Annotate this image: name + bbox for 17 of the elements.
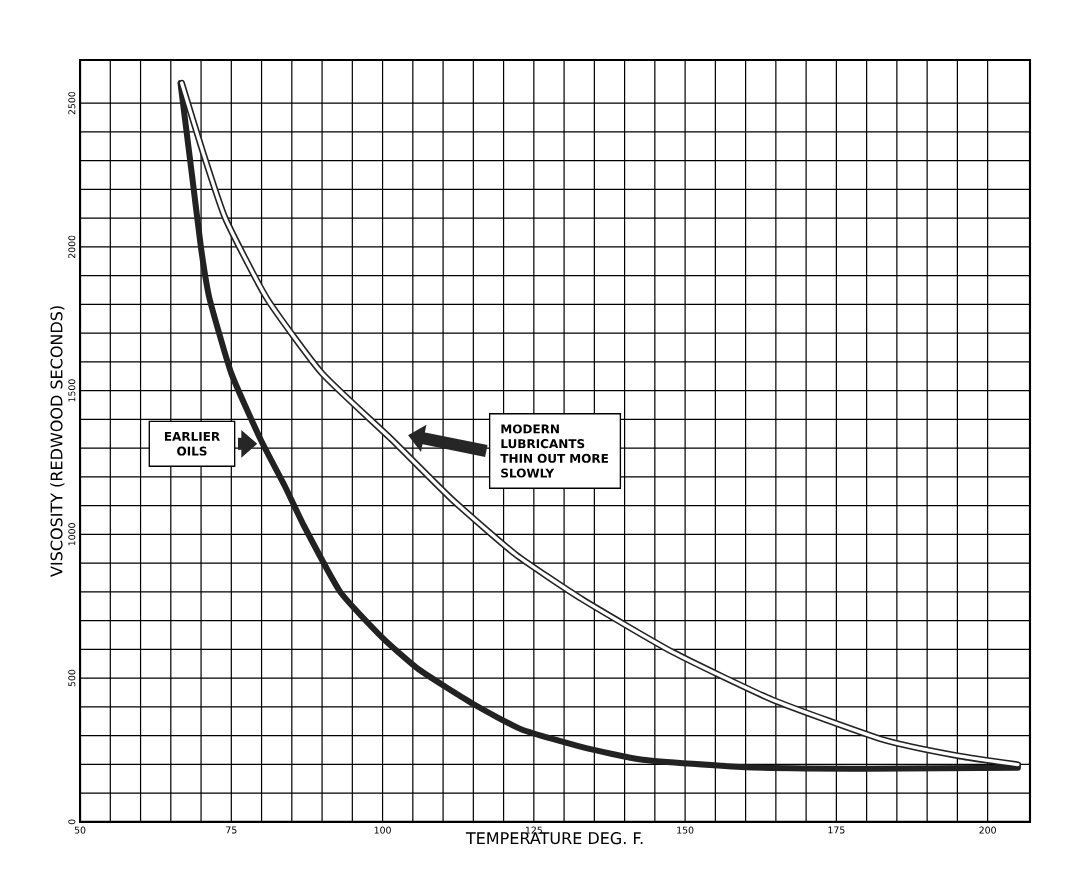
- x-axis-title: TEMPERATURE DEG. F.: [465, 832, 643, 845]
- x-tick-label: 150: [677, 826, 694, 834]
- x-tick-label: 175: [828, 826, 845, 834]
- y-axis-title: VISCOSITY (REDWOOD SECONDS): [50, 306, 65, 577]
- y-tick-label: 2000: [68, 235, 76, 259]
- y-tick-label: 1000: [68, 523, 76, 546]
- x-tick-label: 200: [979, 826, 996, 834]
- annotation: MODERN LUBRICANTS THIN OUT MORE SLOWLY: [500, 424, 608, 478]
- x-tick-label: 125: [525, 826, 542, 834]
- y-tick-label: 2500: [68, 91, 76, 115]
- x-tick-label: 50: [74, 826, 86, 834]
- y-tick-label: 0: [68, 819, 76, 825]
- x-tick-label: 75: [226, 826, 237, 834]
- y-tick-label: 500: [68, 669, 76, 687]
- annotation: EARLIER OILS: [164, 432, 220, 456]
- x-tick-label: 100: [374, 826, 391, 834]
- y-tick-label: 1500: [68, 379, 76, 402]
